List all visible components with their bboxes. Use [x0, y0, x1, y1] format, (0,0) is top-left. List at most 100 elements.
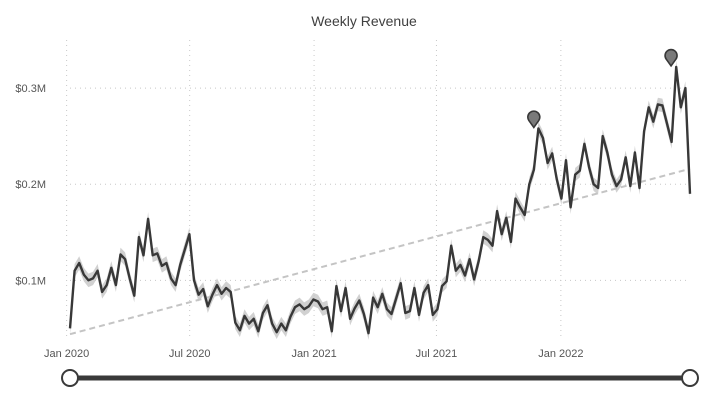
data-point[interactable] — [82, 273, 86, 277]
data-point[interactable] — [491, 244, 495, 248]
data-point[interactable] — [472, 277, 476, 281]
data-point[interactable] — [197, 293, 201, 297]
data-point[interactable] — [187, 232, 191, 236]
data-point[interactable] — [390, 312, 394, 316]
data-point[interactable] — [119, 252, 123, 256]
revenue-series-line[interactable] — [68, 65, 692, 335]
data-point[interactable] — [73, 269, 77, 273]
date-range-slider[interactable] — [61, 369, 699, 387]
data-point[interactable] — [183, 248, 187, 252]
data-point[interactable] — [233, 321, 237, 325]
data-point[interactable] — [665, 122, 669, 126]
data-point[interactable] — [261, 311, 265, 315]
data-point[interactable] — [206, 304, 210, 308]
data-point[interactable] — [514, 197, 518, 201]
data-point[interactable] — [238, 328, 242, 332]
data-point[interactable] — [307, 304, 311, 308]
data-point[interactable] — [334, 284, 338, 288]
data-point[interactable] — [284, 328, 288, 332]
data-point[interactable] — [380, 292, 384, 296]
data-point[interactable] — [408, 309, 412, 313]
data-point[interactable] — [229, 290, 233, 294]
data-point[interactable] — [174, 283, 178, 287]
data-point[interactable] — [633, 151, 637, 155]
data-point[interactable] — [536, 126, 540, 130]
data-point[interactable] — [266, 303, 270, 307]
data-point[interactable] — [435, 307, 439, 311]
data-point[interactable] — [495, 209, 499, 213]
data-point[interactable] — [592, 182, 596, 186]
data-point[interactable] — [596, 186, 600, 190]
data-point[interactable] — [151, 253, 155, 257]
data-point[interactable] — [243, 314, 247, 318]
data-point[interactable] — [569, 205, 573, 209]
data-point[interactable] — [642, 129, 646, 133]
data-point[interactable] — [256, 329, 260, 333]
slider-start-handle[interactable] — [61, 369, 79, 387]
data-point[interactable] — [638, 186, 642, 190]
data-point[interactable] — [77, 261, 81, 265]
data-point[interactable] — [674, 65, 678, 69]
data-point[interactable] — [417, 313, 421, 317]
data-point[interactable] — [353, 306, 357, 310]
data-point[interactable] — [670, 140, 674, 144]
data-point[interactable] — [160, 264, 164, 268]
data-point[interactable] — [422, 291, 426, 295]
data-point[interactable] — [178, 263, 182, 267]
data-point[interactable] — [523, 213, 527, 217]
data-point[interactable] — [385, 307, 389, 311]
data-point[interactable] — [247, 322, 251, 326]
data-point[interactable] — [546, 161, 550, 165]
data-point[interactable] — [192, 278, 196, 282]
data-point[interactable] — [610, 173, 614, 177]
data-point[interactable] — [164, 261, 168, 265]
data-point[interactable] — [578, 169, 582, 173]
data-point[interactable] — [86, 278, 90, 282]
data-point[interactable] — [647, 105, 651, 109]
data-point[interactable] — [321, 307, 325, 311]
data-point[interactable] — [679, 105, 683, 109]
data-point[interactable] — [367, 331, 371, 335]
slider-end-handle[interactable] — [681, 369, 699, 387]
data-point[interactable] — [477, 259, 481, 263]
data-point[interactable] — [541, 136, 545, 140]
data-point[interactable] — [509, 240, 513, 244]
data-point[interactable] — [619, 177, 623, 181]
data-point[interactable] — [624, 155, 628, 159]
data-point[interactable] — [224, 286, 228, 290]
data-point[interactable] — [481, 235, 485, 239]
data-point[interactable] — [559, 197, 563, 201]
data-point[interactable] — [371, 296, 375, 300]
data-point[interactable] — [275, 330, 279, 334]
data-point[interactable] — [252, 317, 256, 321]
data-point[interactable] — [656, 102, 660, 106]
data-point[interactable] — [458, 263, 462, 267]
data-point[interactable] — [146, 217, 150, 221]
data-point[interactable] — [587, 165, 591, 169]
data-point[interactable] — [403, 311, 407, 315]
data-point[interactable] — [279, 322, 283, 326]
data-point[interactable] — [550, 151, 554, 155]
data-point[interactable] — [518, 205, 522, 209]
data-point[interactable] — [573, 173, 577, 177]
data-point[interactable] — [601, 134, 605, 138]
data-point[interactable] — [220, 292, 224, 296]
data-point[interactable] — [426, 283, 430, 287]
data-point[interactable] — [137, 235, 141, 239]
data-point[interactable] — [615, 184, 619, 188]
data-point[interactable] — [302, 307, 306, 311]
data-point[interactable] — [532, 168, 536, 172]
data-point[interactable] — [155, 251, 159, 255]
data-point[interactable] — [527, 182, 531, 186]
data-point[interactable] — [142, 253, 146, 257]
data-point[interactable] — [201, 287, 205, 291]
data-point[interactable] — [270, 322, 274, 326]
data-point[interactable] — [210, 293, 214, 297]
data-point[interactable] — [582, 142, 586, 146]
data-point[interactable] — [132, 294, 136, 298]
data-point[interactable] — [376, 305, 380, 309]
data-point[interactable] — [486, 238, 490, 242]
data-point[interactable] — [128, 276, 132, 280]
data-point[interactable] — [316, 300, 320, 304]
data-point[interactable] — [288, 315, 292, 319]
